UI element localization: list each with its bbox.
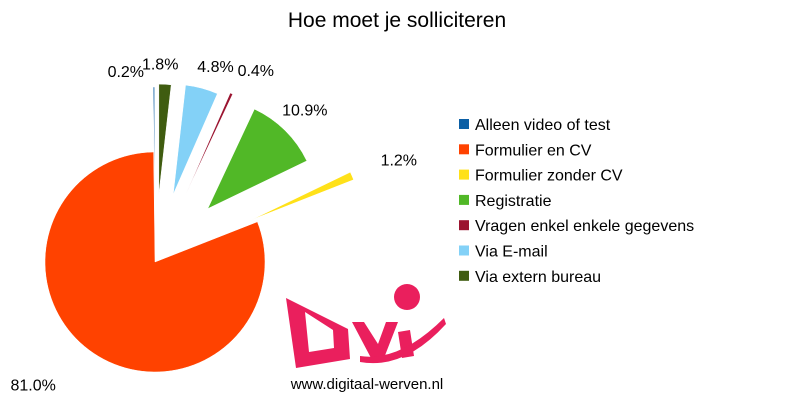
legend-swatch-via-e-mail bbox=[459, 245, 469, 256]
footer-url: www.digitaal-werven.nl bbox=[290, 376, 444, 393]
pie-slice-alleen-video-of-test bbox=[152, 86, 155, 198]
legend-swatch-via-extern-bureau bbox=[459, 270, 469, 281]
digitaal-werven-logo bbox=[286, 284, 446, 368]
pie-slice-vragen-enkel-enkele-gegevens bbox=[185, 92, 234, 194]
slice-label-registratie: 10.9% bbox=[282, 103, 327, 120]
pie-slice-labels: 0.2% 81.0% 1.2% 10.9% 0.4% 4.8% 1.8% bbox=[11, 56, 418, 394]
chart-legend: Alleen video of test Formulier en CV Formu… bbox=[459, 117, 694, 286]
chart-title: Hoe moet je solliciteren bbox=[288, 9, 506, 32]
legend-swatch-vragen-enkel-enkele-gegevens bbox=[459, 220, 469, 231]
logo-dot bbox=[394, 284, 420, 310]
slice-label-vragen-enkel-enkele-gegevens: 0.4% bbox=[238, 63, 274, 80]
pie-slice-via-extern-bureau bbox=[158, 83, 172, 195]
legend-label-via-e-mail: Via E-mail bbox=[475, 244, 548, 261]
pie-slices bbox=[44, 83, 354, 373]
pie-slice-via-e-mail bbox=[172, 84, 218, 195]
slice-label-formulier-zonder-cv: 1.2% bbox=[381, 153, 417, 170]
slice-label-via-e-mail: 4.8% bbox=[197, 59, 233, 76]
legend-swatch-alleen-video-of-test bbox=[459, 119, 469, 129]
legend-swatch-formulier-zonder-cv bbox=[459, 169, 469, 180]
pie-slice-formulier-zonder-cv bbox=[251, 171, 354, 221]
slice-label-formulier-en-cv: 81.0% bbox=[11, 378, 56, 395]
legend-swatch-formulier-en-cv bbox=[459, 144, 469, 155]
slice-label-alleen-video-of-test: 0.2% bbox=[108, 64, 144, 81]
legend-label-via-extern-bureau: Via extern bureau bbox=[475, 269, 601, 286]
logo-letter-d bbox=[286, 298, 350, 368]
legend-label-formulier-en-cv: Formulier en CV bbox=[475, 142, 592, 159]
pie-slice-registratie bbox=[207, 108, 308, 210]
legend-label-registratie: Registratie bbox=[475, 193, 552, 210]
pie-slice-formulier-en-cv bbox=[44, 151, 266, 373]
legend-swatch-registratie bbox=[459, 194, 469, 205]
logo-swoosh bbox=[360, 318, 446, 364]
legend-label-vragen-enkel-enkele-gegevens: Vragen enkel enkele gegevens bbox=[475, 218, 694, 235]
legend-label-alleen-video-of-test: Alleen video of test bbox=[475, 117, 611, 134]
slice-label-via-extern-bureau: 1.8% bbox=[142, 56, 178, 73]
legend-label-formulier-zonder-cv: Formulier zonder CV bbox=[475, 168, 623, 185]
logo-letter-v bbox=[352, 322, 398, 358]
